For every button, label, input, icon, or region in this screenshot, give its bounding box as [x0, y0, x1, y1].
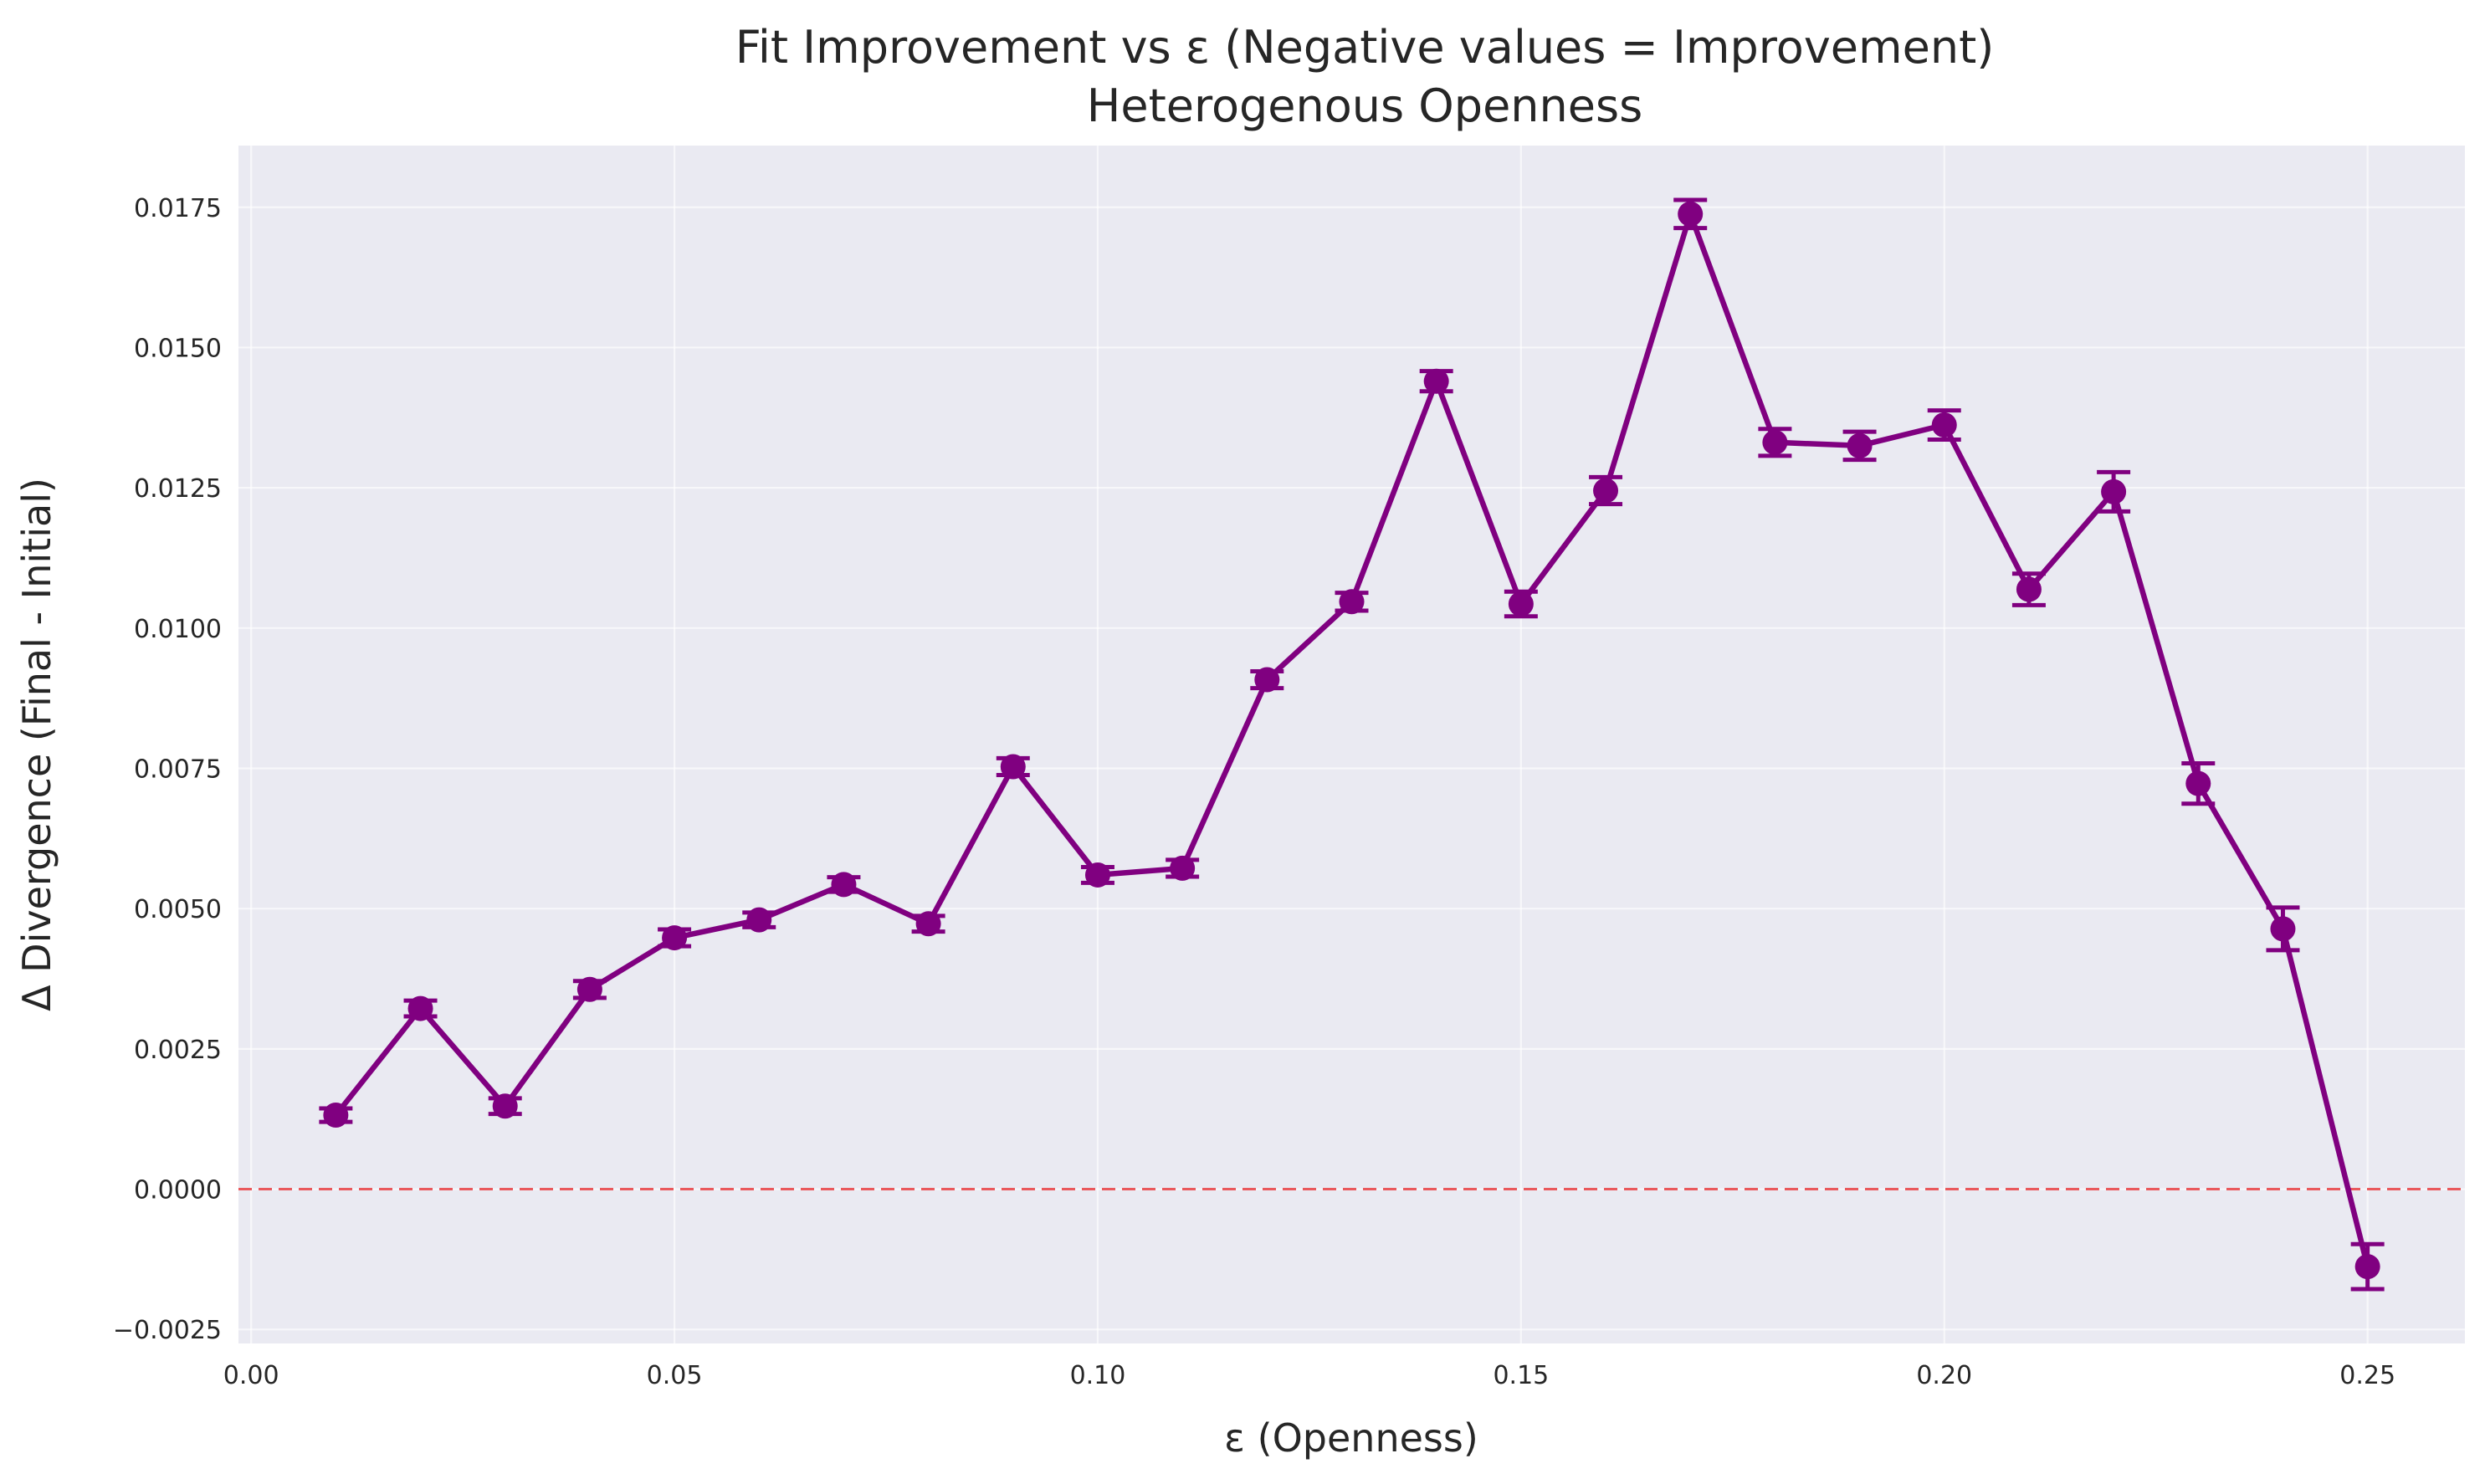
plot-area	[238, 146, 2465, 1343]
data-point	[1000, 754, 1026, 780]
data-point	[1084, 862, 1110, 888]
y-tick-label: 0.0025	[134, 1036, 222, 1065]
data-point	[1762, 429, 1788, 455]
data-point	[662, 925, 688, 951]
y-tick-label: 0.0075	[134, 755, 222, 785]
data-point	[1508, 591, 1534, 617]
x-tick-label: 0.10	[1070, 1361, 1126, 1390]
x-tick-label: 0.20	[1916, 1361, 1972, 1390]
data-point	[2185, 770, 2211, 796]
data-point	[1847, 432, 1873, 458]
x-tick-label: 0.00	[223, 1361, 279, 1390]
data-point	[1931, 412, 1957, 438]
data-point	[915, 911, 941, 937]
chart-subtitle: Heterogenous Openness	[1087, 79, 1643, 132]
chart-title: Fit Improvement vs ε (Negative values = …	[735, 21, 1995, 74]
y-tick-label: 0.0125	[134, 474, 222, 504]
tick-labels: 0.00 0.05 0.10 0.15 0.20 0.25 −0.0025 0.0000 0.0…	[113, 194, 2395, 1390]
data-point	[323, 1103, 349, 1128]
data-point	[1339, 589, 1365, 615]
x-tick-label: 0.05	[647, 1361, 703, 1390]
y-tick-label: 0.0175	[134, 194, 222, 223]
data-point	[2101, 478, 2127, 504]
y-tick-label: 0.0000	[134, 1176, 222, 1205]
data-point	[1254, 667, 1280, 693]
y-axis-label: Δ Divergence (Final - Initial)	[14, 478, 59, 1011]
data-point	[2354, 1254, 2380, 1280]
y-tick-label: −0.0025	[113, 1316, 222, 1345]
data-series	[319, 197, 2385, 1292]
data-point	[1593, 478, 1619, 504]
y-tick-label: 0.0100	[134, 615, 222, 644]
data-point	[407, 995, 433, 1021]
x-tick-label: 0.15	[1493, 1361, 1549, 1390]
data-point	[2016, 576, 2042, 602]
data-point	[1423, 368, 1449, 394]
data-point	[576, 976, 602, 1002]
data-point	[1170, 855, 1196, 881]
x-axis-label: ε (Openness)	[1224, 1415, 1478, 1461]
y-tick-label: 0.0150	[134, 334, 222, 363]
data-point	[746, 907, 772, 933]
data-point	[1678, 201, 1704, 227]
y-tick-label: 0.0050	[134, 895, 222, 924]
data-point	[2270, 916, 2296, 942]
data-point	[492, 1093, 518, 1119]
data-point	[831, 872, 857, 898]
x-tick-label: 0.25	[2339, 1361, 2395, 1390]
